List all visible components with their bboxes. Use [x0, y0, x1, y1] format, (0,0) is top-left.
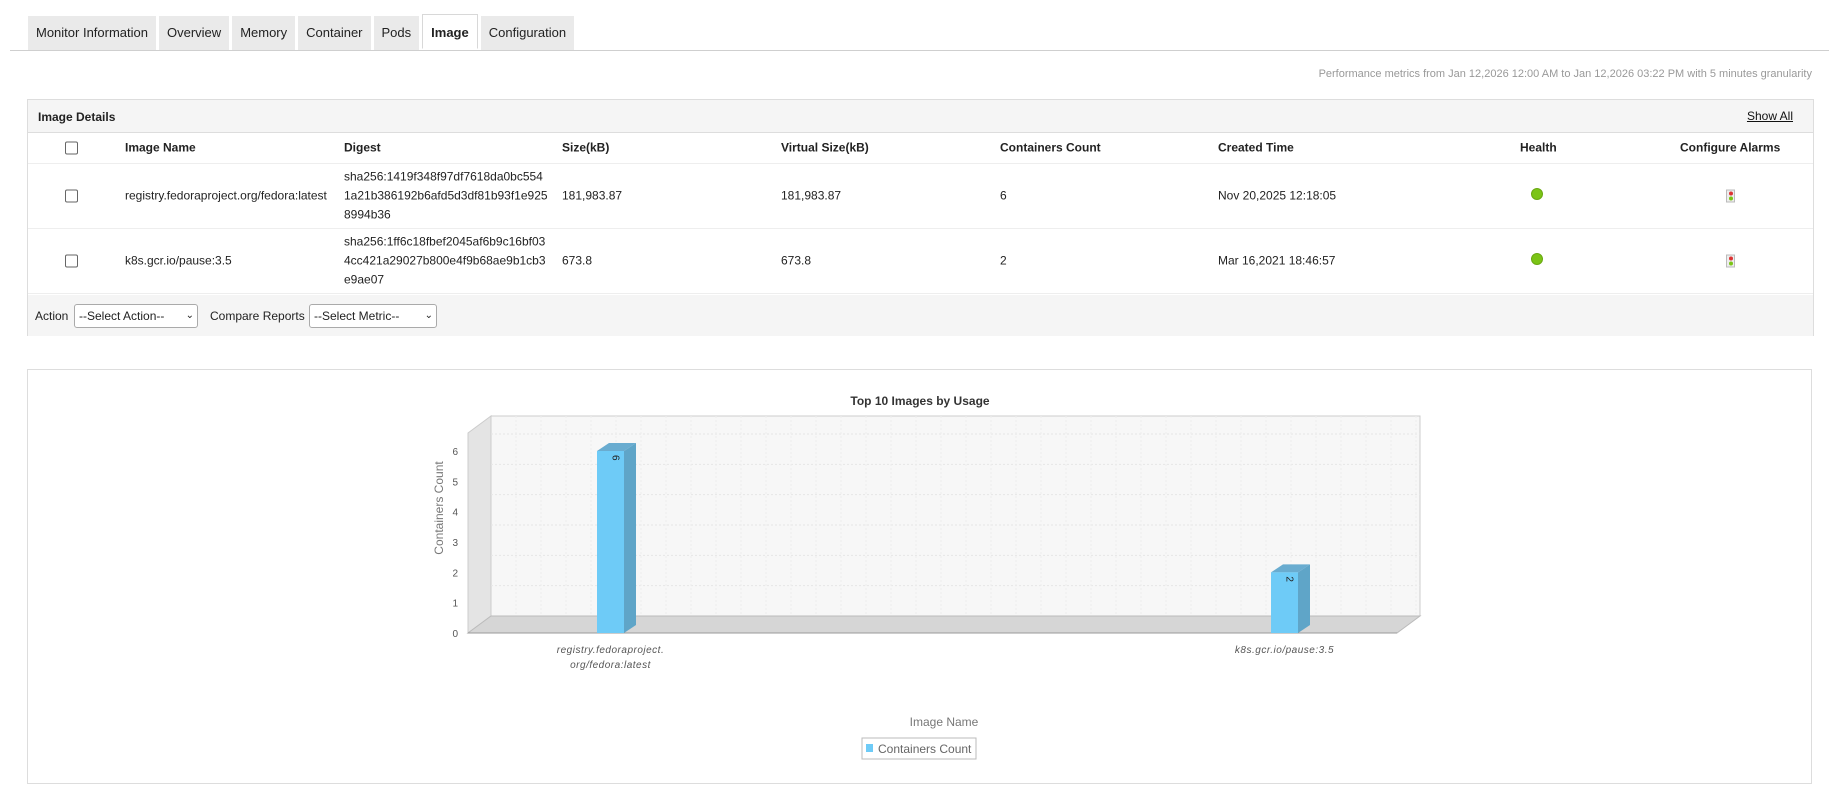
health-status-icon[interactable]: [1531, 188, 1543, 200]
column-header-size[interactable]: Size(kB): [562, 140, 610, 155]
size: 181,983.87: [562, 188, 623, 203]
column-header-created-time[interactable]: Created Time: [1218, 140, 1294, 155]
tab-memory[interactable]: Memory: [232, 16, 296, 50]
column-header-health: Health: [1520, 140, 1557, 155]
legend-swatch: [866, 744, 873, 752]
x-tick-label: k8s.gcr.io/pause:3.5: [1235, 645, 1334, 656]
digest: sha256:1ff6c18fbef2045af6b9c16bf03 4cc421…: [344, 233, 546, 290]
bar: [1271, 572, 1298, 633]
x-tick-label: org/fedora:latest: [570, 660, 651, 671]
tab-pods[interactable]: Pods: [373, 16, 420, 50]
column-header-image-name[interactable]: Image Name: [125, 140, 196, 155]
digest-line: e9ae07: [344, 272, 385, 287]
created-time: Mar 16,2021 18:46:57: [1218, 253, 1336, 268]
action-select-value: --Select Action--: [79, 309, 165, 323]
bar: [597, 451, 624, 633]
tab-monitor-information[interactable]: Monitor Information: [28, 16, 156, 50]
tab-overview[interactable]: Overview: [159, 16, 230, 50]
digest-line: 1a21b386192b6afd5d3df81b93f1e925: [344, 188, 548, 203]
tab-bar: Monitor Information Overview Memory Contain…: [28, 14, 575, 50]
compare-metric-select[interactable]: --Select Metric-- ⌄: [309, 304, 437, 328]
show-all-link[interactable]: Show All: [1746, 109, 1793, 123]
digest-line: sha256:1419f348f97df7618da0bc554: [344, 169, 543, 184]
column-header-containers-count[interactable]: Containers Count: [1000, 140, 1101, 155]
chevron-down-icon: ⌄: [424, 310, 433, 321]
chevron-down-icon: ⌄: [185, 310, 194, 321]
containers-count: 2: [1000, 253, 1007, 268]
configure-alarm-icon[interactable]: [1726, 254, 1735, 268]
health-status-icon[interactable]: [1531, 253, 1543, 265]
chart-panel: Top 10 Images by Usage 0 1 2 3 4 5 6 Containers …: [27, 369, 1812, 784]
digest-line: sha256:1ff6c18fbef2045af6b9c16bf03: [344, 234, 546, 249]
y-tick-label: 4: [452, 508, 458, 519]
legend-label: Containers Count: [878, 742, 972, 756]
y-tick-label: 1: [452, 599, 458, 610]
y-tick-label: 6: [452, 447, 458, 458]
y-tick-label: 0: [452, 629, 458, 640]
tab-configuration[interactable]: Configuration: [480, 16, 575, 50]
tab-container[interactable]: Container: [298, 16, 371, 50]
x-axis-title: Image Name: [910, 715, 979, 729]
performance-range-text: Performance metrics from Jan 12,2026 12:…: [1318, 68, 1812, 80]
table-row[interactable]: registry.fedoraproject.org/fedora:latest…: [28, 164, 1813, 229]
top-images-chart: Top 10 Images by Usage 0 1 2 3 4 5 6 Containers …: [432, 394, 1422, 760]
y-tick-label: 2: [452, 568, 458, 579]
chart-side-wall: [467, 415, 492, 634]
compare-select-value: --Select Metric--: [314, 309, 400, 323]
image-name: k8s.gcr.io/pause:3.5: [125, 253, 232, 268]
data-label: 6: [610, 455, 621, 461]
panel-title: Image Details: [38, 110, 116, 124]
bar-top: [597, 443, 636, 451]
containers-count: 6: [1000, 188, 1007, 203]
image-details-panel: Image Details Show All Image Name Digest…: [27, 99, 1814, 336]
bar-side: [1298, 564, 1310, 633]
panel-header: Image Details Show All: [28, 100, 1813, 133]
y-tick-label: 5: [452, 477, 458, 488]
table-row[interactable]: k8s.gcr.io/pause:3.5 sha256:1ff6c18fbef2…: [28, 229, 1813, 294]
y-axis-title: Containers Count: [432, 461, 446, 555]
select-all-checkbox[interactable]: [65, 141, 78, 155]
virtual-size: 673.8: [781, 253, 812, 268]
bar-top: [1271, 564, 1310, 573]
virtual-size: 181,983.87: [781, 188, 842, 203]
action-label: Action: [35, 309, 69, 323]
bar-side: [624, 443, 636, 633]
data-label: 2: [1284, 576, 1295, 582]
action-select[interactable]: --Select Action-- ⌄: [74, 304, 198, 328]
digest-line: 8994b36: [344, 207, 391, 222]
column-header-virtual-size[interactable]: Virtual Size(kB): [781, 140, 869, 155]
digest-line: 4cc421a29027b800e4f9b68ae9b1cb3: [344, 253, 546, 268]
row-checkbox[interactable]: [65, 189, 78, 203]
legend-box: [861, 737, 977, 760]
compare-reports-label: Compare Reports: [210, 309, 305, 323]
column-header-digest[interactable]: Digest: [344, 140, 381, 155]
y-tick-label: 3: [452, 538, 458, 549]
chart-title: Top 10 Images by Usage: [850, 394, 989, 408]
column-header-configure-alarms: Configure Alarms: [1680, 140, 1781, 155]
table-header: Image Name Digest Size(kB) Virtual Size(…: [28, 133, 1813, 164]
x-tick-label: registry.fedoraproject.: [557, 645, 664, 656]
table-footer: Action --Select Action-- ⌄ Compare Report…: [28, 295, 1813, 336]
digest: sha256:1419f348f97df7618da0bc554 1a21b386…: [344, 168, 548, 225]
tab-divider: [10, 50, 1829, 51]
size: 673.8: [562, 253, 593, 268]
configure-alarm-icon[interactable]: [1726, 189, 1735, 203]
row-checkbox[interactable]: [65, 254, 78, 268]
image-name: registry.fedoraproject.org/fedora:latest: [125, 188, 327, 203]
tab-image[interactable]: Image: [422, 14, 478, 49]
created-time: Nov 20,2025 12:18:05: [1218, 188, 1337, 203]
